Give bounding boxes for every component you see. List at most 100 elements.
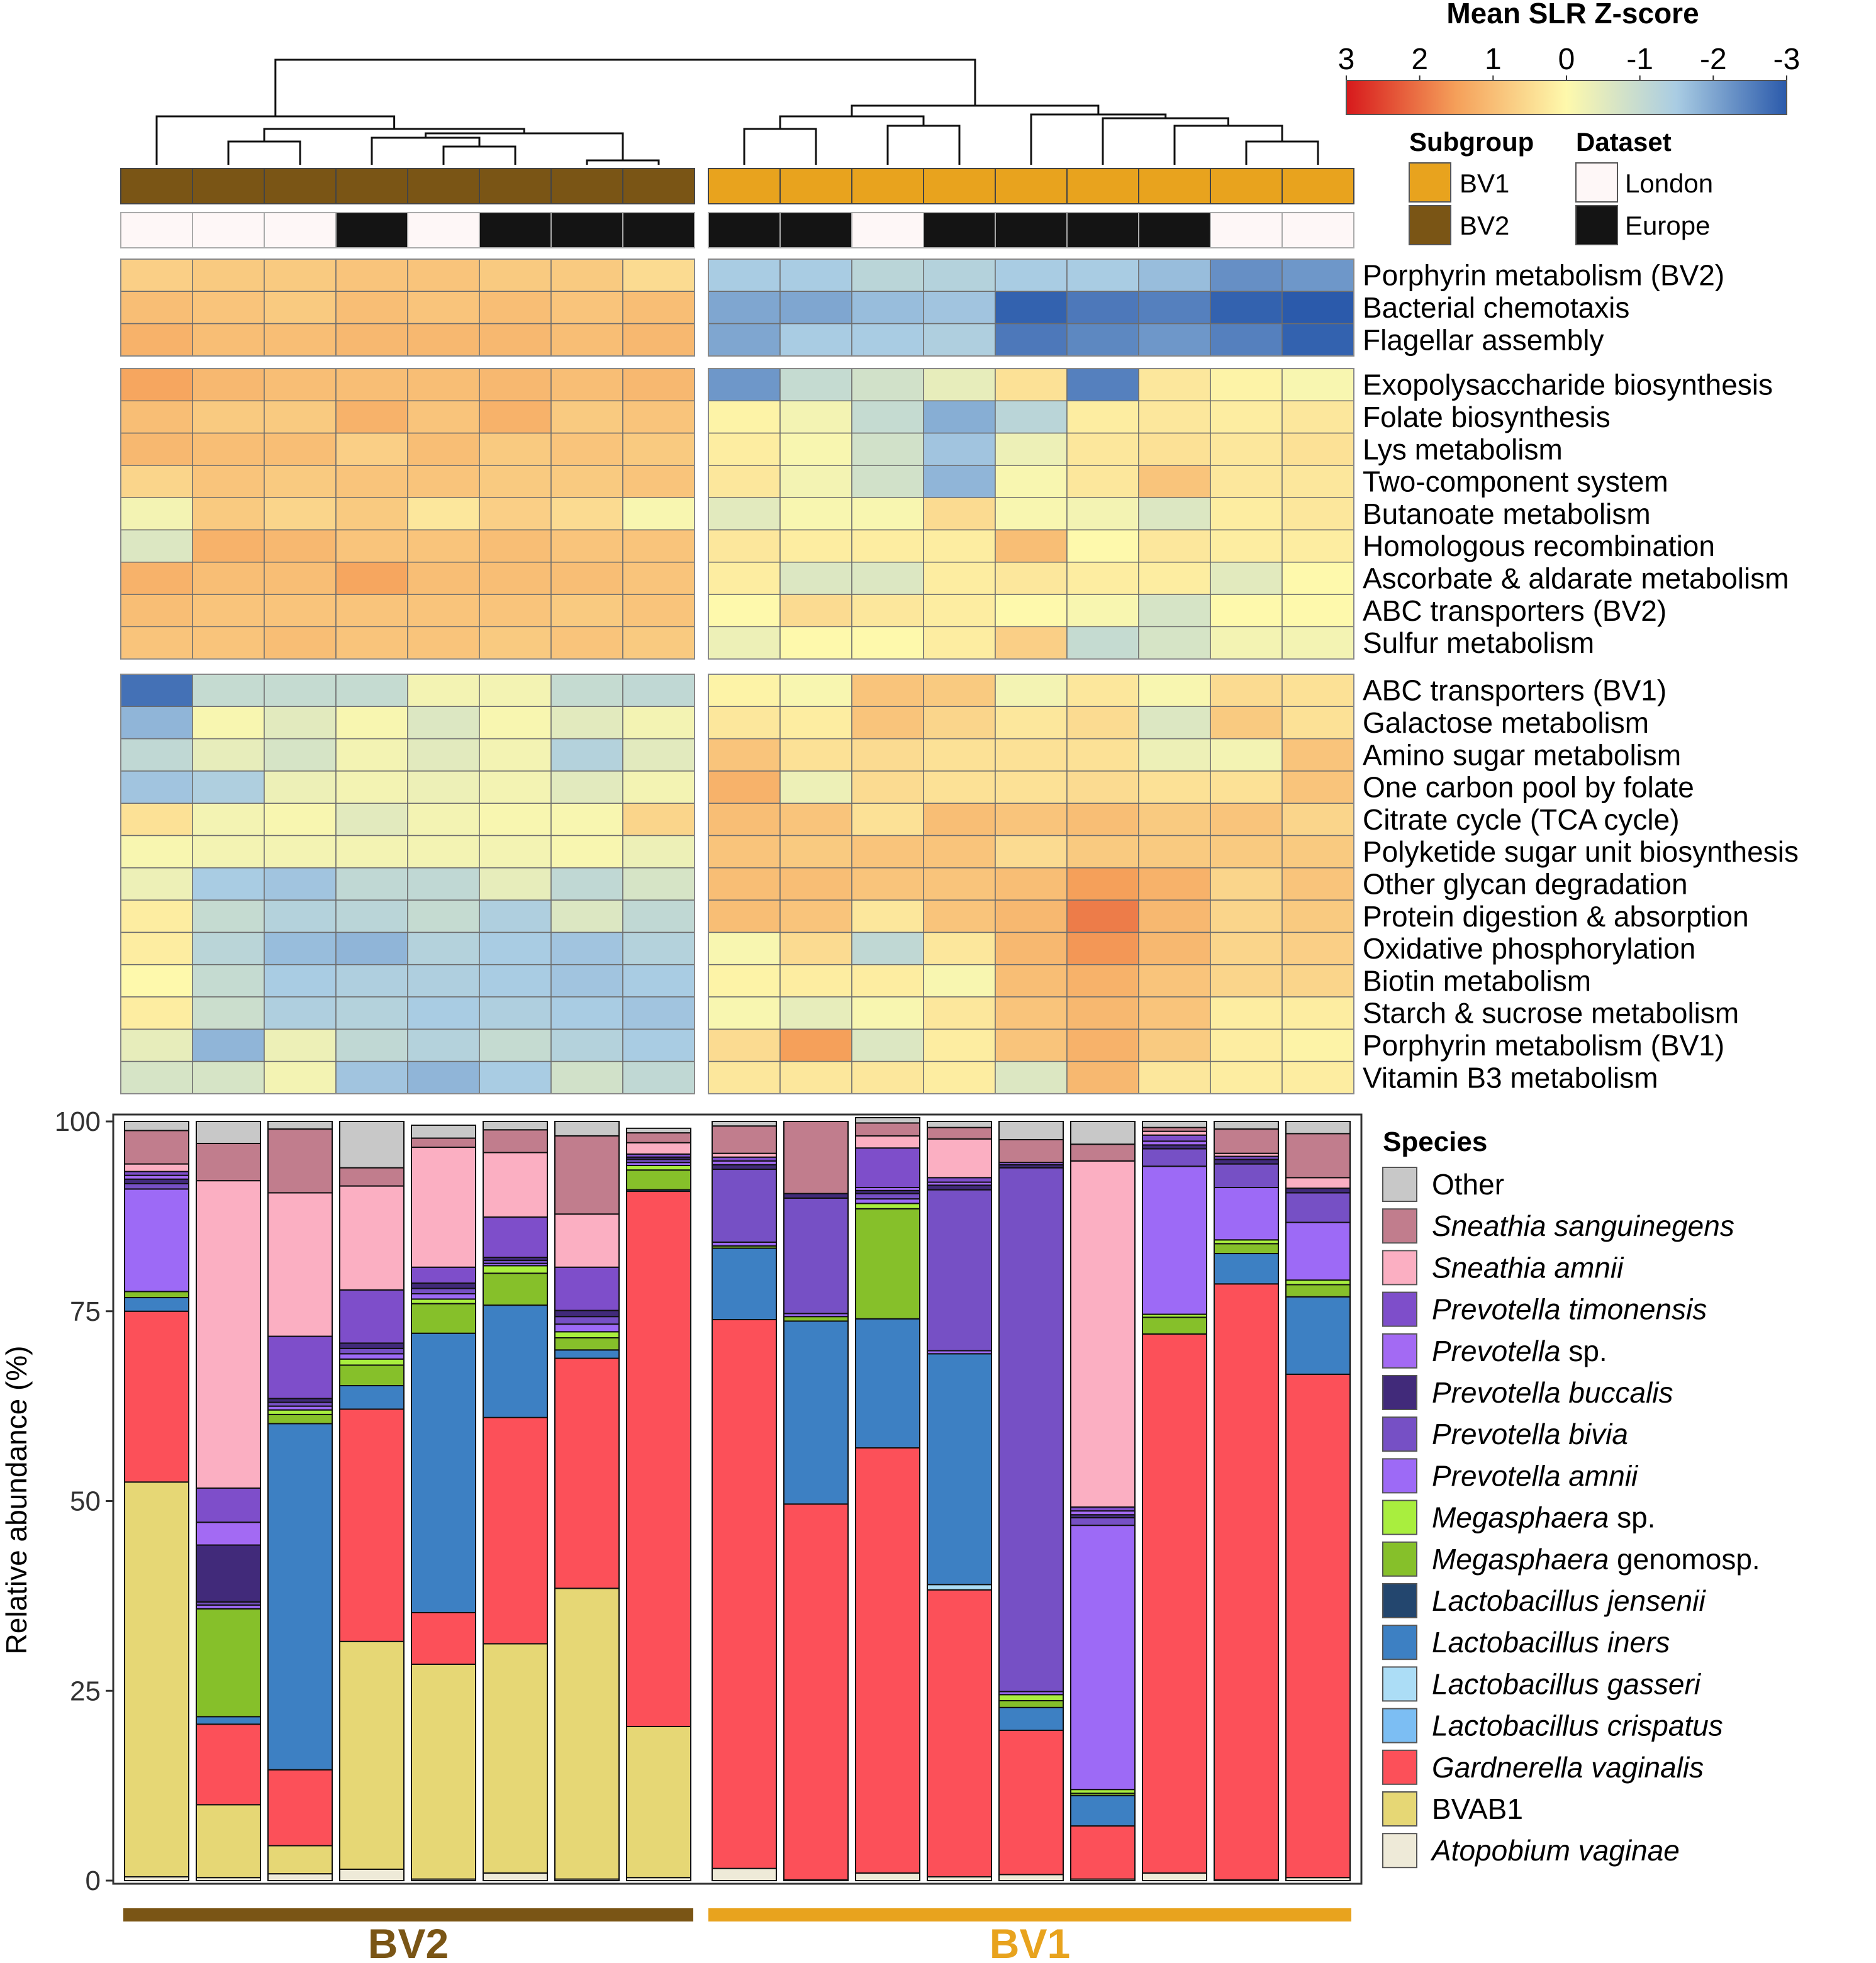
heatmap-cell [479,996,552,1030]
bar-segment [483,1152,548,1218]
heatmap-cell [708,259,781,292]
heatmap-cell [1066,368,1139,402]
heatmap-cell [708,594,781,628]
heatmap-row-label: Ascorbate & aldarate metabolism [1363,562,1789,594]
heatmap-cell [407,259,480,292]
heatmap-cell [1281,1028,1354,1062]
heatmap-row-label: ABC transporters (BV2) [1363,594,1667,627]
heatmap-cell [120,867,193,901]
heatmap-cell [1138,674,1211,708]
heatmap-cell [192,291,265,325]
bar-segment [855,1147,920,1189]
bar-segment [267,1769,333,1847]
heatmap-cell [779,931,852,965]
heatmap-cell [622,432,695,466]
bar-segment [339,1353,405,1360]
heatmap-cell [622,400,695,434]
heatmap-cell [1281,323,1354,357]
heatmap-cell [1281,562,1354,595]
heatmap-row-label: Protein digestion & absorption [1363,900,1749,933]
heatmap-cell [192,931,265,965]
bar-segment [483,1304,548,1418]
heatmap-cell [335,706,408,740]
heatmap-cell [995,497,1068,531]
bar-segment [554,1331,620,1338]
heatmap-cell [923,259,996,292]
heatmap-cell [851,770,924,804]
bar-segment [712,1247,777,1321]
heatmap-cell [851,899,924,933]
heatmap-cell [995,465,1068,498]
bar-segment [712,1169,777,1243]
heatmap-cell [550,291,623,325]
subgroup-cell [550,168,623,204]
heatmap-cell [995,835,1068,869]
bar-segment [1070,1160,1136,1508]
heatmap-cell [1281,835,1354,869]
heatmap-cell [923,594,996,628]
heatmap-cell [192,674,265,708]
heatmap-cell [1066,529,1139,563]
heatmap-cell [622,964,695,998]
heatmap-cell [1281,497,1354,531]
bar-segment [483,1643,548,1874]
heatmap-cell [1281,706,1354,740]
heatmap-cell [335,594,408,628]
heatmap-row-label: Polyketide sugar unit biosynthesis [1363,835,1799,868]
bar-segment [855,1122,920,1137]
heatmap-cell [264,803,337,837]
species-legend-title: Species [1383,1126,1487,1157]
heatmap-cell [335,291,408,325]
heatmap-cell [851,562,924,595]
species-legend-label: Gardnerella vaginalis [1432,1751,1704,1784]
species-legend-label: Megasphaera genomosp. [1432,1543,1760,1576]
heatmap-cell [192,562,265,595]
bar-chart: 100 75 50 25 0 Relative abundance (%) [0,1106,1363,1896]
species-legend-label: Lactobacillus gasseri [1432,1667,1702,1700]
heatmap-cell [851,1028,924,1062]
heatmap-cell [1281,594,1354,628]
species-legend-label: Megasphaera sp. [1432,1501,1655,1534]
heatmap-cell [335,1028,408,1062]
bar-segment [196,1143,261,1182]
species-legend-swatch [1382,1333,1417,1369]
heatmap-cell [407,996,480,1030]
heatmap-cell [851,291,924,325]
heatmap-cell [1066,259,1139,292]
heatmap-cell [550,562,623,595]
heatmap-cell [407,867,480,901]
heatmap-cell [1066,996,1139,1030]
species-legend-label: Sneathia sanguinegens [1432,1209,1734,1242]
bars [124,1116,1351,1882]
y-axis-label: Relative abundance (%) [0,1346,33,1655]
heatmap-row-label: Biotin metabolism [1363,964,1591,997]
heatmap-cell [192,626,265,660]
bar-segment [339,1185,405,1291]
heatmap-cell [407,626,480,660]
heatmap-cell [851,368,924,402]
bar-segment [783,1503,849,1881]
heatmap-cell [550,706,623,740]
heatmap-cell [550,738,623,772]
species-legend-swatch [1382,1291,1417,1327]
heatmap [120,259,1354,1094]
species-legend-label: Lactobacillus jensenii [1432,1584,1706,1617]
heatmap-cell [923,626,996,660]
bar-segment [483,1272,548,1306]
heatmap-cell [550,899,623,933]
bar-segment [1214,1283,1279,1881]
heatmap-cell [479,964,552,998]
heatmap-cell [851,432,924,466]
heatmap-cell [708,1060,781,1094]
heatmap-cell [708,867,781,901]
bar-segment [783,1193,849,1199]
subgroup-legend-bv2: BV2 [1460,211,1509,240]
heatmap-row-label: ABC transporters (BV1) [1363,674,1667,707]
dataset-cell [1138,212,1211,248]
heatmap-cell [995,706,1068,740]
species-legend-swatch [1382,1666,1417,1702]
dataset-cell [1281,212,1354,248]
heatmap-cell [407,323,480,357]
heatmap-cell [120,1028,193,1062]
heatmap-row-label: Vitamin B3 metabolism [1363,1061,1658,1094]
